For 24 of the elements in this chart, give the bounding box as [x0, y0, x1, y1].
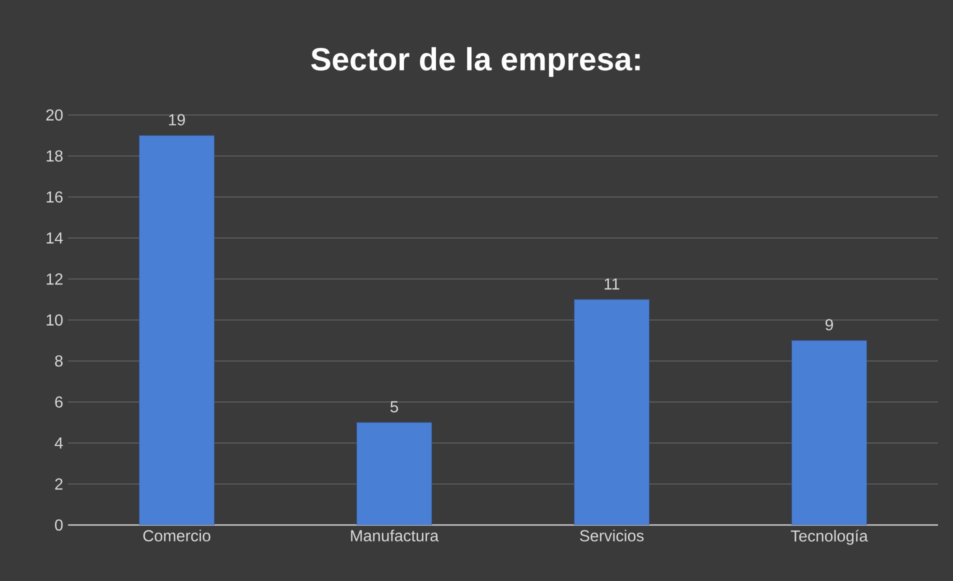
x-tick-label: Servicios: [580, 530, 644, 542]
chart-title: Sector de la empresa:: [311, 47, 640, 77]
bar: [138, 135, 215, 525]
x-tick-label: Tecnología: [790, 530, 868, 545]
y-tick-label: 8: [55, 355, 63, 367]
data-label: 5: [390, 401, 398, 412]
data-label: 9: [826, 319, 833, 330]
y-tick-label: 20: [46, 109, 63, 121]
x-tick-label: Manufactura: [351, 530, 439, 542]
data-label: 19: [169, 114, 185, 126]
y-tick-label: 14: [46, 232, 63, 244]
y-tick-label: 6: [55, 396, 63, 408]
y-tick-label: 10: [46, 314, 63, 326]
y-tick-label: 18: [46, 150, 63, 162]
bar: [791, 340, 868, 525]
data-label: 11: [604, 278, 620, 290]
y-tick-label: 12: [46, 273, 62, 285]
y-tick-label: 0: [55, 519, 63, 531]
bar: [356, 422, 432, 525]
y-tick-label: 4: [54, 437, 63, 448]
y-tick-label: 2: [55, 478, 62, 490]
x-tick-label: Comercio: [143, 530, 210, 542]
bar: [574, 299, 650, 525]
y-tick-label: 16: [46, 191, 63, 203]
